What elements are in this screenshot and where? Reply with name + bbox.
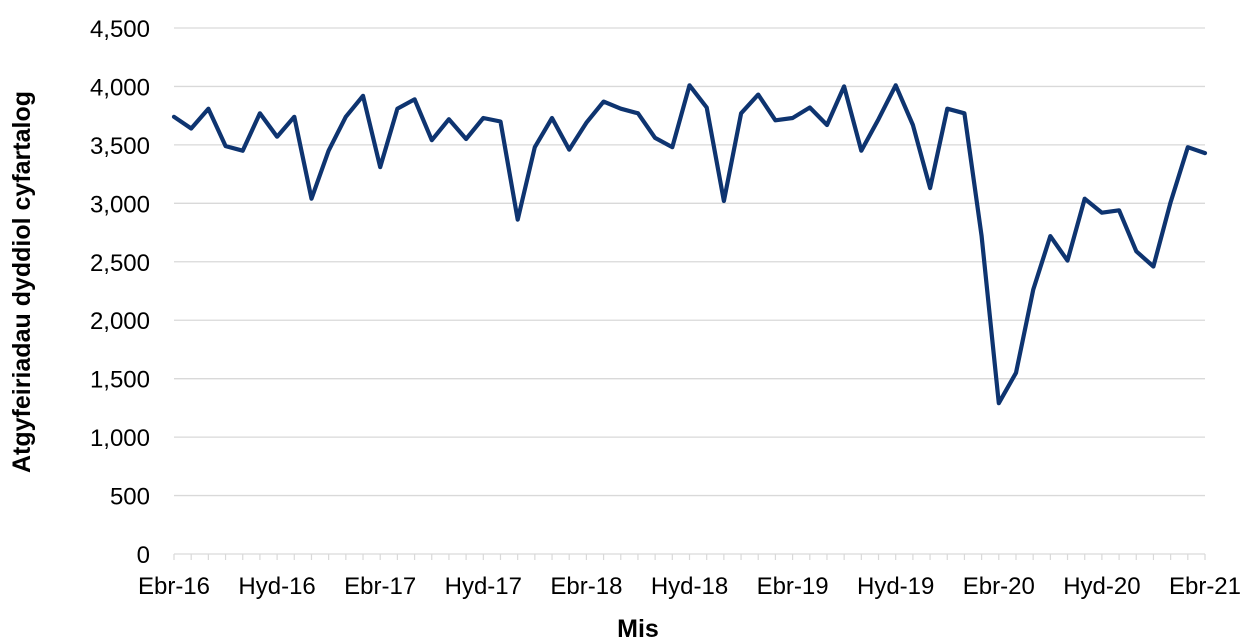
x-tick-label: Hyd-17	[445, 573, 522, 600]
y-tick-label: 4,000	[90, 74, 150, 101]
x-tick-label: Ebr-18	[550, 573, 622, 600]
x-tick-label: Ebr-21	[1169, 573, 1241, 600]
y-tick-label: 3,500	[90, 133, 150, 160]
x-axis-title: Mis	[617, 615, 659, 641]
y-tick-label: 4,500	[90, 16, 150, 43]
y-tick-label: 1,500	[90, 367, 150, 394]
series-group	[171, 83, 1208, 406]
x-axis-tick-labels: Ebr-16 Hyd-16 Ebr-17 Hyd-17 Ebr-18 Hyd-18 Ebr-…	[138, 573, 1241, 600]
x-tick-label: Hyd-20	[1063, 573, 1140, 600]
x-tick-label: Hyd-18	[651, 573, 728, 600]
x-tick-label: Hyd-19	[857, 573, 934, 600]
y-axis-tick-labels: 0 500 1,000 1,500 2,000 2,500 3,000 3,500 4,000 4…	[90, 16, 150, 569]
y-tick-label: 2,500	[90, 250, 150, 277]
y-tick-label: 0	[137, 542, 150, 569]
gridlines	[174, 27, 1205, 497]
x-tick-label: Ebr-17	[344, 573, 416, 600]
series-line	[171, 83, 1208, 406]
y-tick-label: 1,000	[90, 425, 150, 452]
x-tick-label: Hyd-16	[238, 573, 315, 600]
x-tick-label: Ebr-20	[963, 573, 1035, 600]
y-axis-title: Atgyfeiriadau dyddiol cyfartalog	[8, 91, 36, 473]
x-axis	[173, 553, 1206, 560]
y-tick-label: 3,000	[90, 191, 150, 218]
y-tick-label: 2,000	[90, 308, 150, 335]
x-tick-label: Ebr-19	[757, 573, 829, 600]
y-tick-label: 500	[110, 484, 150, 511]
x-tick-label: Ebr-16	[138, 573, 210, 600]
